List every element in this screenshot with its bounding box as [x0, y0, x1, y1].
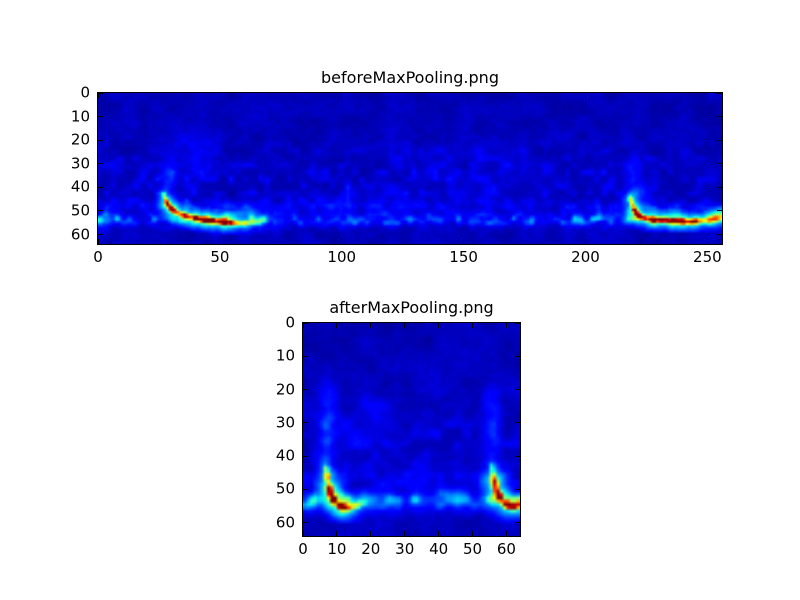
x-tick-label: 150 — [449, 248, 478, 266]
x-tick-label: 100 — [327, 248, 357, 266]
y-tick-mark — [515, 522, 520, 524]
x-tick-mark — [505, 531, 507, 536]
x-tick-mark — [370, 323, 372, 328]
y-tick-mark — [303, 522, 308, 524]
x-tick-label: 50 — [210, 248, 230, 266]
x-tick-mark — [97, 93, 99, 98]
heatmap-image-after — [303, 323, 520, 536]
y-tick-label: 50 — [70, 201, 90, 220]
y-tick-mark — [98, 139, 103, 141]
x-tick-label: 30 — [395, 540, 415, 558]
y-tick-mark — [515, 455, 520, 457]
x-tick-mark — [706, 239, 708, 244]
x-tick-mark — [219, 93, 221, 98]
y-tick-mark — [717, 92, 722, 94]
x-tick-mark — [404, 531, 406, 536]
x-tick-mark — [302, 531, 304, 536]
y-tick-mark — [303, 355, 308, 357]
x-tick-mark — [472, 531, 474, 536]
y-tick-mark — [717, 234, 722, 236]
y-tick-label: 10 — [70, 107, 90, 126]
y-tick-mark — [303, 488, 308, 490]
x-tick-mark — [336, 323, 338, 328]
x-tick-mark — [341, 239, 343, 244]
y-tick-mark — [717, 116, 722, 118]
y-tick-label: 50 — [275, 479, 295, 498]
y-tick-mark — [303, 322, 308, 324]
y-tick-label: 60 — [70, 225, 90, 244]
x-tick-mark — [438, 531, 440, 536]
x-tick-label: 50 — [462, 540, 483, 558]
y-tick-mark — [303, 455, 308, 457]
y-tick-mark — [515, 322, 520, 324]
x-tick-mark — [463, 93, 465, 98]
x-tick-label: 250 — [693, 248, 722, 266]
heatmap-image-before — [98, 93, 722, 244]
x-tick-mark — [438, 323, 440, 328]
x-tick-label: 0 — [298, 540, 308, 558]
x-tick-label: 40 — [429, 540, 449, 558]
plot-after-maxpooling: afterMaxPooling.png 0 10 20 30 40 50 60 0 10 20 30… — [276, 298, 521, 557]
x-tick-label: 0 — [93, 248, 103, 266]
y-tick-mark — [98, 186, 103, 188]
plot-before-maxpooling: beforeMaxPooling.png 0 50 100 150 200 250 0 10 2… — [71, 68, 723, 265]
y-tick-label: 0 — [80, 83, 90, 102]
x-tick-label: 20 — [361, 540, 381, 558]
y-tick-mark — [303, 389, 308, 391]
y-tick-mark — [717, 210, 722, 212]
y-tick-mark — [717, 186, 722, 188]
x-tick-mark — [472, 323, 474, 328]
x-tick-mark — [97, 239, 99, 244]
y-tick-label: 40 — [70, 177, 90, 196]
x-tick-mark — [341, 93, 343, 98]
y-tick-label: 30 — [275, 413, 295, 432]
x-tick-label: 200 — [571, 248, 600, 266]
x-tick-mark — [302, 323, 304, 328]
y-tick-mark — [515, 389, 520, 391]
x-tick-mark — [463, 239, 465, 244]
plot-title-after: afterMaxPooling.png — [329, 297, 494, 317]
x-tick-label: 10 — [327, 540, 347, 558]
y-tick-mark — [303, 422, 308, 424]
x-tick-mark — [219, 239, 221, 244]
x-tick-mark — [336, 531, 338, 536]
y-tick-mark — [98, 234, 103, 236]
y-tick-label: 60 — [275, 513, 295, 532]
y-tick-label: 40 — [275, 446, 295, 465]
y-tick-mark — [98, 210, 103, 212]
y-tick-mark — [717, 139, 722, 141]
x-tick-mark — [370, 531, 372, 536]
y-tick-mark — [98, 163, 103, 165]
y-tick-mark — [515, 355, 520, 357]
y-tick-label: 0 — [285, 313, 295, 332]
y-tick-mark — [98, 92, 103, 94]
y-tick-label: 20 — [275, 380, 295, 399]
y-tick-mark — [717, 163, 722, 165]
y-tick-mark — [515, 422, 520, 424]
x-tick-mark — [585, 93, 586, 98]
y-tick-mark — [515, 488, 520, 490]
y-tick-label: 10 — [275, 346, 295, 365]
x-tick-label: 60 — [496, 540, 516, 558]
x-tick-mark — [505, 323, 507, 328]
x-tick-mark — [706, 93, 708, 98]
y-tick-label: 20 — [70, 130, 90, 149]
plot-title-before: beforeMaxPooling.png — [321, 67, 499, 87]
y-tick-label: 30 — [70, 154, 90, 173]
x-tick-mark — [585, 239, 586, 244]
y-tick-mark — [98, 116, 103, 118]
x-tick-mark — [404, 323, 406, 328]
